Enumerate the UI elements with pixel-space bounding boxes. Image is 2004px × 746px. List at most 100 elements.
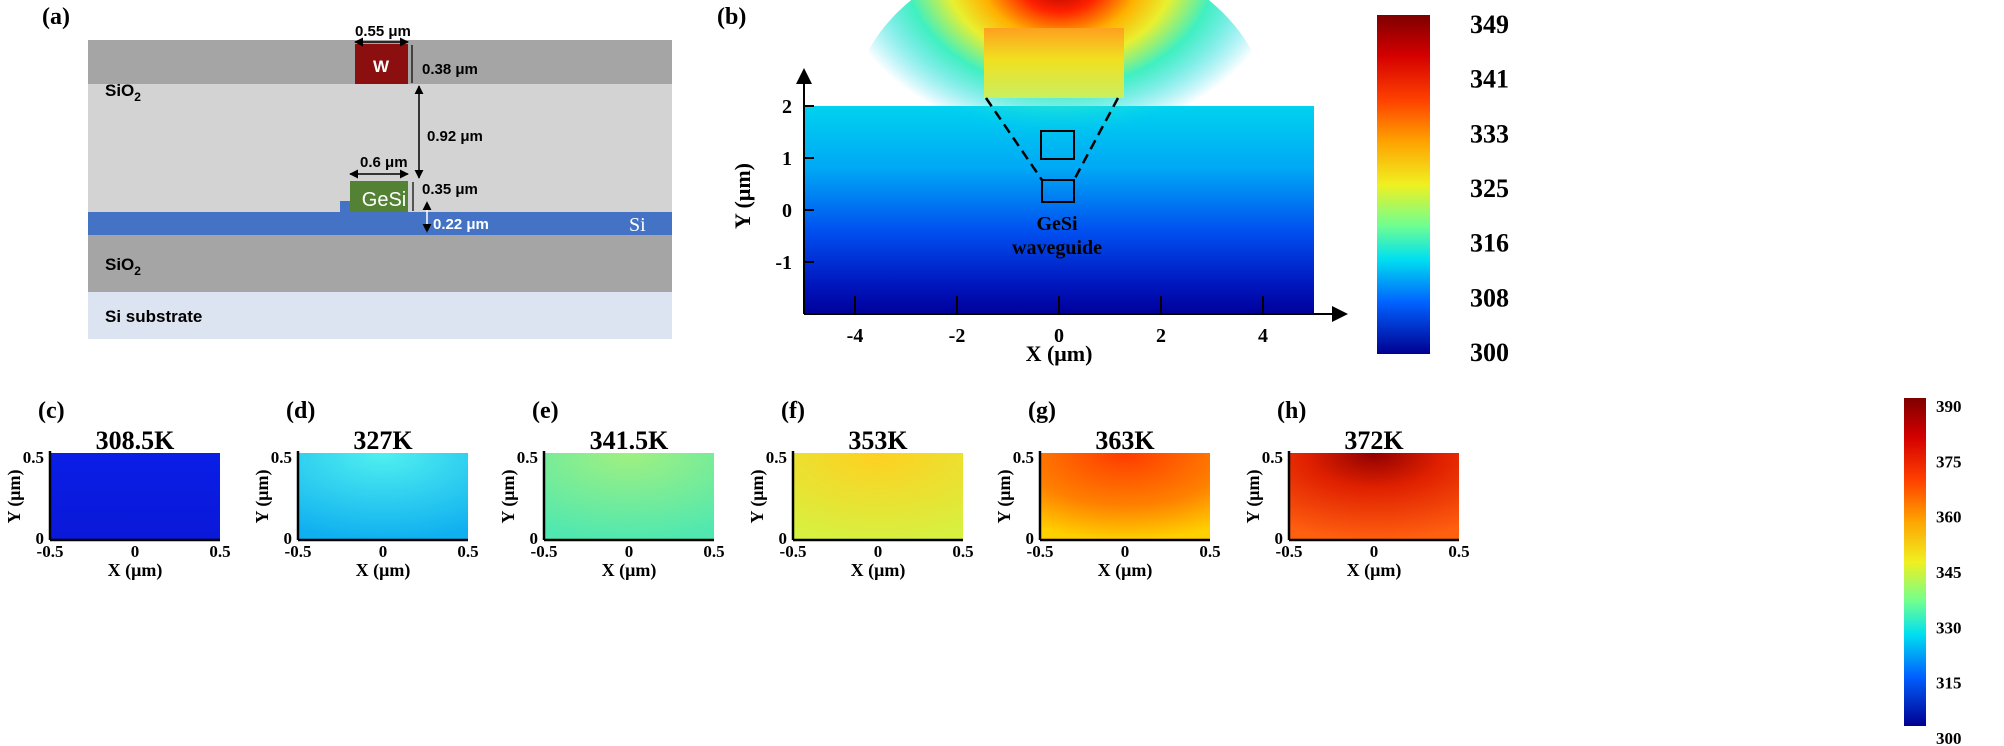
- small-panel-label: (f): [781, 398, 805, 424]
- b-y-ticks: 2 1 0 -1: [775, 96, 814, 274]
- w-heater: [355, 44, 408, 84]
- small-panel-e: (e)341.5K0.50-0.5 0 0.5X (μm)Y (μm): [498, 398, 725, 581]
- small-panel-map: [50, 453, 220, 540]
- b-x-tick-label: -2: [949, 325, 966, 347]
- b-x-tick-label: 0: [1054, 325, 1064, 347]
- panel-b-label: (b): [717, 4, 746, 30]
- thermal-map: [804, 0, 1314, 314]
- small-panel-map: [1040, 453, 1210, 540]
- small-panel-title: 372K: [1344, 426, 1404, 455]
- small-panel-y-axis-label: Y (μm): [498, 469, 519, 523]
- w-label: W: [373, 57, 390, 76]
- panel-a: (a) W GeSi SiO2 SiO2 Si substrate Si 0.5…: [42, 4, 672, 339]
- small-panel-label: (g): [1028, 398, 1056, 424]
- b-colorbar-tick-label: 325: [1470, 174, 1509, 203]
- small-panel-label: (e): [532, 398, 559, 424]
- small-panel-x-axis-label: X (μm): [108, 560, 163, 581]
- dim-si-height: 0.22 μm: [433, 216, 489, 233]
- gesi-waveguide: [350, 181, 408, 212]
- small-colorbar-tick-label: 315: [1936, 674, 1962, 693]
- small-panel-x-tick-label: 0.5: [952, 542, 973, 561]
- small-panel-label: (c): [38, 398, 65, 424]
- zoom-inset: [984, 28, 1124, 98]
- b-colorbar: [1377, 15, 1430, 354]
- small-panel-map: [298, 453, 468, 540]
- small-panel-y-axis-label: Y (μm): [747, 469, 768, 523]
- sio2-top-label: SiO2: [105, 81, 141, 104]
- b-x-axis-label: X (μm): [1026, 341, 1093, 366]
- small-panel-c: (c)308.5K0.50-0.5 0 0.5X (μm)Y (μm): [4, 398, 231, 581]
- dim-w-height: 0.38 μm: [422, 61, 478, 78]
- b-y-axis-label: Y (μm): [730, 163, 755, 229]
- small-panel-x-tick-label: 0.5: [1199, 542, 1220, 561]
- small-panel-map: [793, 453, 963, 540]
- heater-outline: [1040, 130, 1075, 160]
- b-y-tick-label: -1: [775, 252, 792, 274]
- small-panel-x-tick-label: -0.5: [1027, 542, 1054, 561]
- small-panel-x-tick-label: 0: [131, 542, 140, 561]
- small-panels: (c)308.5K0.50-0.5 0 0.5X (μm)Y (μm)(d)327K…: [4, 398, 1470, 581]
- dim-gesi-width: 0.6 μm: [360, 154, 408, 171]
- small-panel-x-tick-label: 0: [1370, 542, 1379, 561]
- small-panel-x-tick-label: 0: [625, 542, 634, 561]
- small-panel-y-tick-label: 0: [284, 529, 293, 548]
- small-panel-x-tick-label: 0.5: [209, 542, 230, 561]
- b-y-tick-label: 0: [782, 200, 792, 222]
- b-colorbar-tick-label: 333: [1470, 119, 1509, 148]
- small-panel-x-axis-label: X (μm): [602, 560, 657, 581]
- small-panel-x-tick-label: 0.5: [703, 542, 724, 561]
- small-colorbar-tick-label: 375: [1936, 452, 1962, 471]
- b-colorbar-tick-label: 349: [1470, 10, 1509, 39]
- small-panel-y-tick-label: 0: [530, 529, 539, 548]
- small-panel-y-axis-label: Y (μm): [994, 469, 1015, 523]
- small-panel-title: 363K: [1095, 426, 1155, 455]
- small-colorbar-tick-label: 300: [1936, 729, 1962, 746]
- small-panel-x-tick-label: -0.5: [531, 542, 558, 561]
- small-panel-y-tick-label: 0: [1275, 529, 1284, 548]
- small-panel-y-axis-label: Y (μm): [1243, 469, 1264, 523]
- small-panel-y-tick-label: 0.5: [766, 448, 787, 467]
- gesi-waveguide-line2: waveguide: [1012, 237, 1102, 259]
- b-x-tick-label: 2: [1156, 325, 1166, 347]
- small-colorbar: [1904, 398, 1926, 726]
- small-panel-y-tick-label: 0.5: [1013, 448, 1034, 467]
- small-panel-title: 353K: [848, 426, 908, 455]
- small-panel-x-tick-label: 0.5: [457, 542, 478, 561]
- small-panel-title: 327K: [353, 426, 413, 455]
- panel-b: (b) GeSi waveguide 210-1 -4 -2 0 2 4 Y (μm) …: [717, 0, 1509, 367]
- si-layer: [88, 212, 672, 235]
- small-colorbar-tick-label: 390: [1936, 397, 1962, 416]
- small-panel-x-tick-label: -0.5: [1276, 542, 1303, 561]
- panel-a-label: (a): [42, 4, 70, 30]
- small-panel-x-tick-label: 0.5: [1448, 542, 1469, 561]
- b-colorbar-tick-label: 341: [1470, 65, 1509, 94]
- small-colorbar-ticks: 390 375 360 345 330 315 300: [1936, 397, 1962, 746]
- b-y-tick-label: 1: [782, 148, 792, 170]
- small-panel-y-tick-label: 0.5: [517, 448, 538, 467]
- sio2-box-layer: [88, 235, 672, 292]
- si-substrate-layer: [88, 292, 672, 339]
- small-panel-x-tick-label: 0: [379, 542, 388, 561]
- small-panel-y-tick-label: 0: [36, 529, 45, 548]
- small-panel-map: [544, 453, 714, 540]
- small-panel-y-tick-label: 0.5: [23, 448, 44, 467]
- dim-gesi-height: 0.35 μm: [422, 181, 478, 198]
- small-panel-x-tick-label: 0: [874, 542, 883, 561]
- b-x-ticks: -4 -2 0 2 4: [847, 296, 1268, 347]
- si-substrate-label: Si substrate: [105, 307, 202, 326]
- small-panel-map: [1289, 453, 1459, 540]
- small-panel-label: (d): [286, 398, 315, 424]
- b-colorbar-tick-label: 300: [1470, 338, 1509, 367]
- small-panel-x-tick-label: -0.5: [37, 542, 64, 561]
- small-colorbar-tick-label: 360: [1936, 508, 1962, 527]
- small-panel-x-tick-label: -0.5: [285, 542, 312, 561]
- small-panel-y-tick-label: 0: [1026, 529, 1035, 548]
- b-x-tick-label: 4: [1258, 325, 1268, 347]
- small-panel-y-tick-label: 0.5: [271, 448, 292, 467]
- small-panel-label: (h): [1277, 398, 1306, 424]
- sio2-bottom-label: SiO2: [105, 255, 141, 278]
- dim-w-width: 0.55 μm: [355, 23, 411, 40]
- small-panel-title: 308.5K: [96, 426, 176, 455]
